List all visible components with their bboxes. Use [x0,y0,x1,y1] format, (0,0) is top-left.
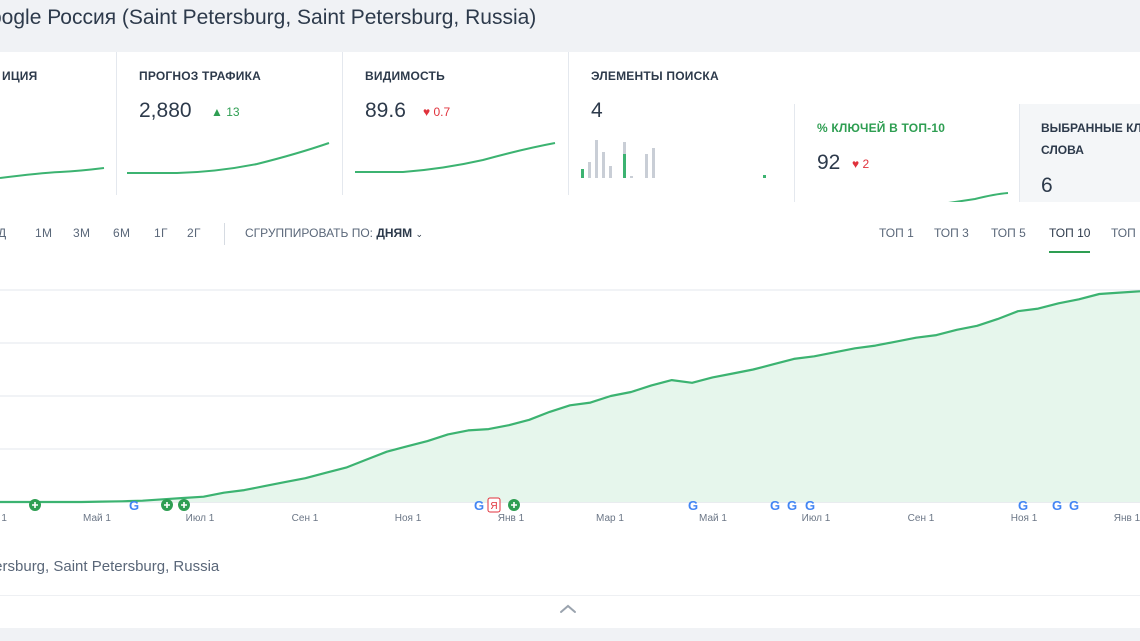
metric-serp-features[interactable]: ЭЛЕМЕНТЫ ПОИСКА 4 [569,52,794,202]
metric-label: ВИДИМОСТЬ [365,69,445,83]
google-update-icon: G [805,498,815,513]
plus-icon [511,502,517,508]
chart-toolbar: 7Д 1М 3М 6М 1Г 2Г СГРУППИРОВАТЬ ПО: ДНЯМ… [0,202,1140,262]
x-tick-label: Май 1 [83,513,111,524]
toolbar-separator [224,223,225,245]
metric-label: иция [2,69,38,83]
traffic-sparkline [127,142,330,174]
plus-icon [164,502,170,508]
x-tick-label: Сен 1 [908,513,935,524]
metric-label: ВЫБРАННЫЕ КЛ [1041,121,1140,135]
period-1y[interactable]: 1Г [154,226,168,240]
group-by-value: ДНЯМ [376,226,413,240]
bottom-strip [0,628,1140,641]
x-tick-label: Сен 1 [292,513,319,524]
location-label: tersburg, Saint Petersburg, Russia [0,558,220,575]
metric-delta: ♥ 2 [852,157,870,171]
x-tick-label: Янв 1 [1114,513,1140,524]
page-title: oogle Россия (Saint Petersburg, Saint Pe… [0,6,537,29]
x-tick-label: Июл 1 [802,513,831,524]
x-tick-label: Мар 1 [596,513,624,524]
plus-icon [181,502,187,508]
metrics-panel: иция ПРОГНОЗ ТРАФИКА 2,880 ▲ 13 ВИДИМОСТ… [0,52,1140,254]
google-update-icon: G [1052,498,1062,513]
google-update-icon: G [129,498,139,513]
metric-value: 4 [591,99,603,122]
x-tick-label: Ноя 1 [395,513,422,524]
chevron-down-icon: ⌄ [415,229,424,239]
tab-top1[interactable]: ТОП 1 [879,226,914,240]
metric-delta: ♥ 0.7 [423,105,451,119]
chart-area: р 1 Май 1 Июл 1 Сен 1 Ноя 1 Янв 1 Мар 1 Май 1 Ию… [0,262,1140,542]
series-area [0,291,1140,502]
metric-label: ПРОГНОЗ ТРАФИКА [139,69,261,83]
visibility-sparkline [355,142,556,173]
serp-features-bars [581,140,766,178]
google-update-icon: G [1069,498,1079,513]
google-update-icon: G [1018,498,1028,513]
series-line [0,290,1140,504]
period-2y[interactable]: 2Г [187,226,201,240]
google-update-icon: G [474,498,484,513]
group-by-label: СГРУППИРОВАТЬ ПО: [245,226,373,240]
metric-visibility[interactable]: ВИДИМОСТЬ 89.6 ♥ 0.7 [343,52,568,202]
metric-label: % КЛЮЧЕЙ В ТОП-10 [817,121,946,135]
metric-divider [568,52,569,195]
metric-label: ЭЛЕМЕНТЫ ПОИСКА [591,69,719,83]
metric-divider [116,52,117,195]
metric-position[interactable]: иция [0,52,116,202]
yandex-letter: Я [490,501,497,512]
metric-delta: ▲ 13 [211,105,240,119]
active-tab-indicator [1049,251,1090,253]
tab-top5[interactable]: ТОП 5 [991,226,1026,240]
tab-top10[interactable]: ТОП 10 [1049,226,1091,240]
metric-divider [342,52,343,195]
google-update-icon: G [770,498,780,513]
chevron-up-icon[interactable] [558,602,578,616]
group-by-dropdown[interactable]: СГРУППИРОВАТЬ ПО: ДНЯМ ⌄ [245,226,423,240]
period-1m[interactable]: 1М [35,226,53,240]
metric-value: 89.6 [365,99,406,122]
period-3m[interactable]: 3М [73,226,91,240]
x-tick-label: Янв 1 [498,513,525,524]
tab-top3[interactable]: ТОП 3 [934,226,969,240]
title-bar: oogle Россия (Saint Petersburg, Saint Pe… [0,0,1140,52]
yandex-update-icon [487,497,501,513]
position-sparkline [0,167,105,179]
tab-top-more[interactable]: ТОП [1111,226,1136,240]
chart-footer: tersburg, Saint Petersburg, Russia [0,542,1140,628]
metric-value: 2,880 [139,99,192,122]
google-update-icon: G [787,498,797,513]
metric-value: 6 [1041,174,1053,197]
x-tick-label: р 1 [0,513,7,524]
positions-area-chart: р 1 Май 1 Июл 1 Сен 1 Ноя 1 Янв 1 Мар 1 Май 1 Ию… [0,289,1140,524]
period-6m[interactable]: 6М [113,226,131,240]
plus-icon [32,502,38,508]
footer-divider [0,595,1140,596]
x-tick-label: Май 1 [699,513,727,524]
x-tick-label: Июл 1 [186,513,215,524]
google-update-icon: G [688,498,698,513]
period-7d[interactable]: 7Д [0,226,7,240]
metric-label-line2: СЛОВА [1041,143,1084,157]
x-tick-label: Ноя 1 [1011,513,1038,524]
metric-traffic[interactable]: ПРОГНОЗ ТРАФИКА 2,880 ▲ 13 [117,52,342,202]
metric-value: 92 [817,151,841,174]
